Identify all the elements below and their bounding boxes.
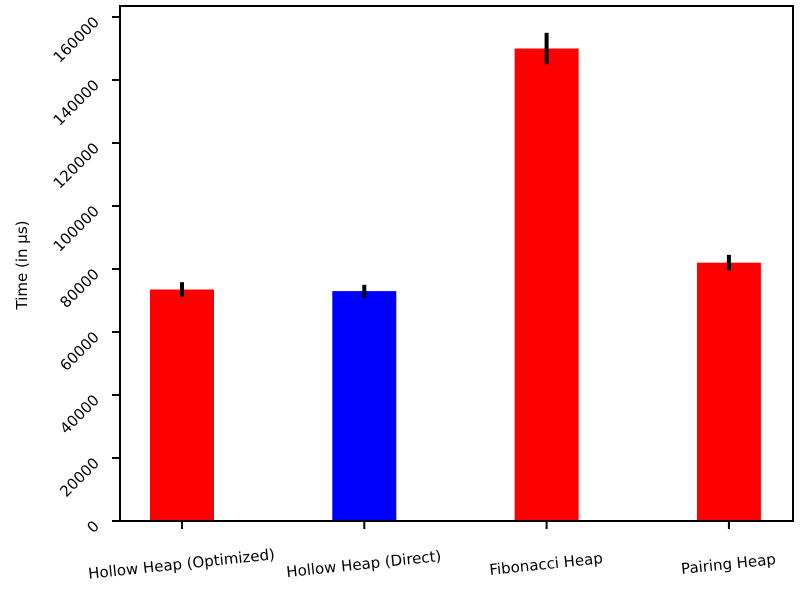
x-tick-label-1: Hollow Heap (Optimized)	[87, 545, 275, 582]
y-tick-label-5: 100000	[50, 202, 103, 255]
y-tick-label-7: 140000	[50, 76, 103, 129]
y-tick-label-8: 160000	[50, 13, 103, 66]
plot-frame	[119, 5, 794, 522]
y-tick-label-2: 40000	[56, 391, 102, 437]
y-tick-label-1: 20000	[56, 454, 102, 500]
bar-4	[696, 262, 761, 521]
y-tick-label-0: 0	[83, 517, 102, 536]
y-tick-label-4: 80000	[56, 265, 102, 311]
x-tick-label-3: Fibonacci Heap	[489, 549, 604, 579]
y-axis: 0 20000 40000 60000 80000 100000 120000 140000 1…	[50, 13, 120, 537]
error-bars-layer	[180, 32, 731, 298]
y-axis-label: Time (in µs)	[13, 221, 31, 311]
bars-layer	[150, 48, 761, 521]
y-tick-label-6: 120000	[50, 139, 103, 192]
x-tick-label-2: Hollow Heap (Direct)	[285, 547, 442, 581]
y-tick-label-3: 60000	[56, 328, 102, 374]
bar-3	[514, 48, 579, 521]
x-tick-label-4: Pairing Heap	[680, 550, 776, 578]
bar-2	[332, 291, 397, 521]
x-axis: Hollow Heap (Optimized) Hollow Heap (Dire…	[87, 521, 777, 583]
bar-1	[150, 289, 214, 521]
